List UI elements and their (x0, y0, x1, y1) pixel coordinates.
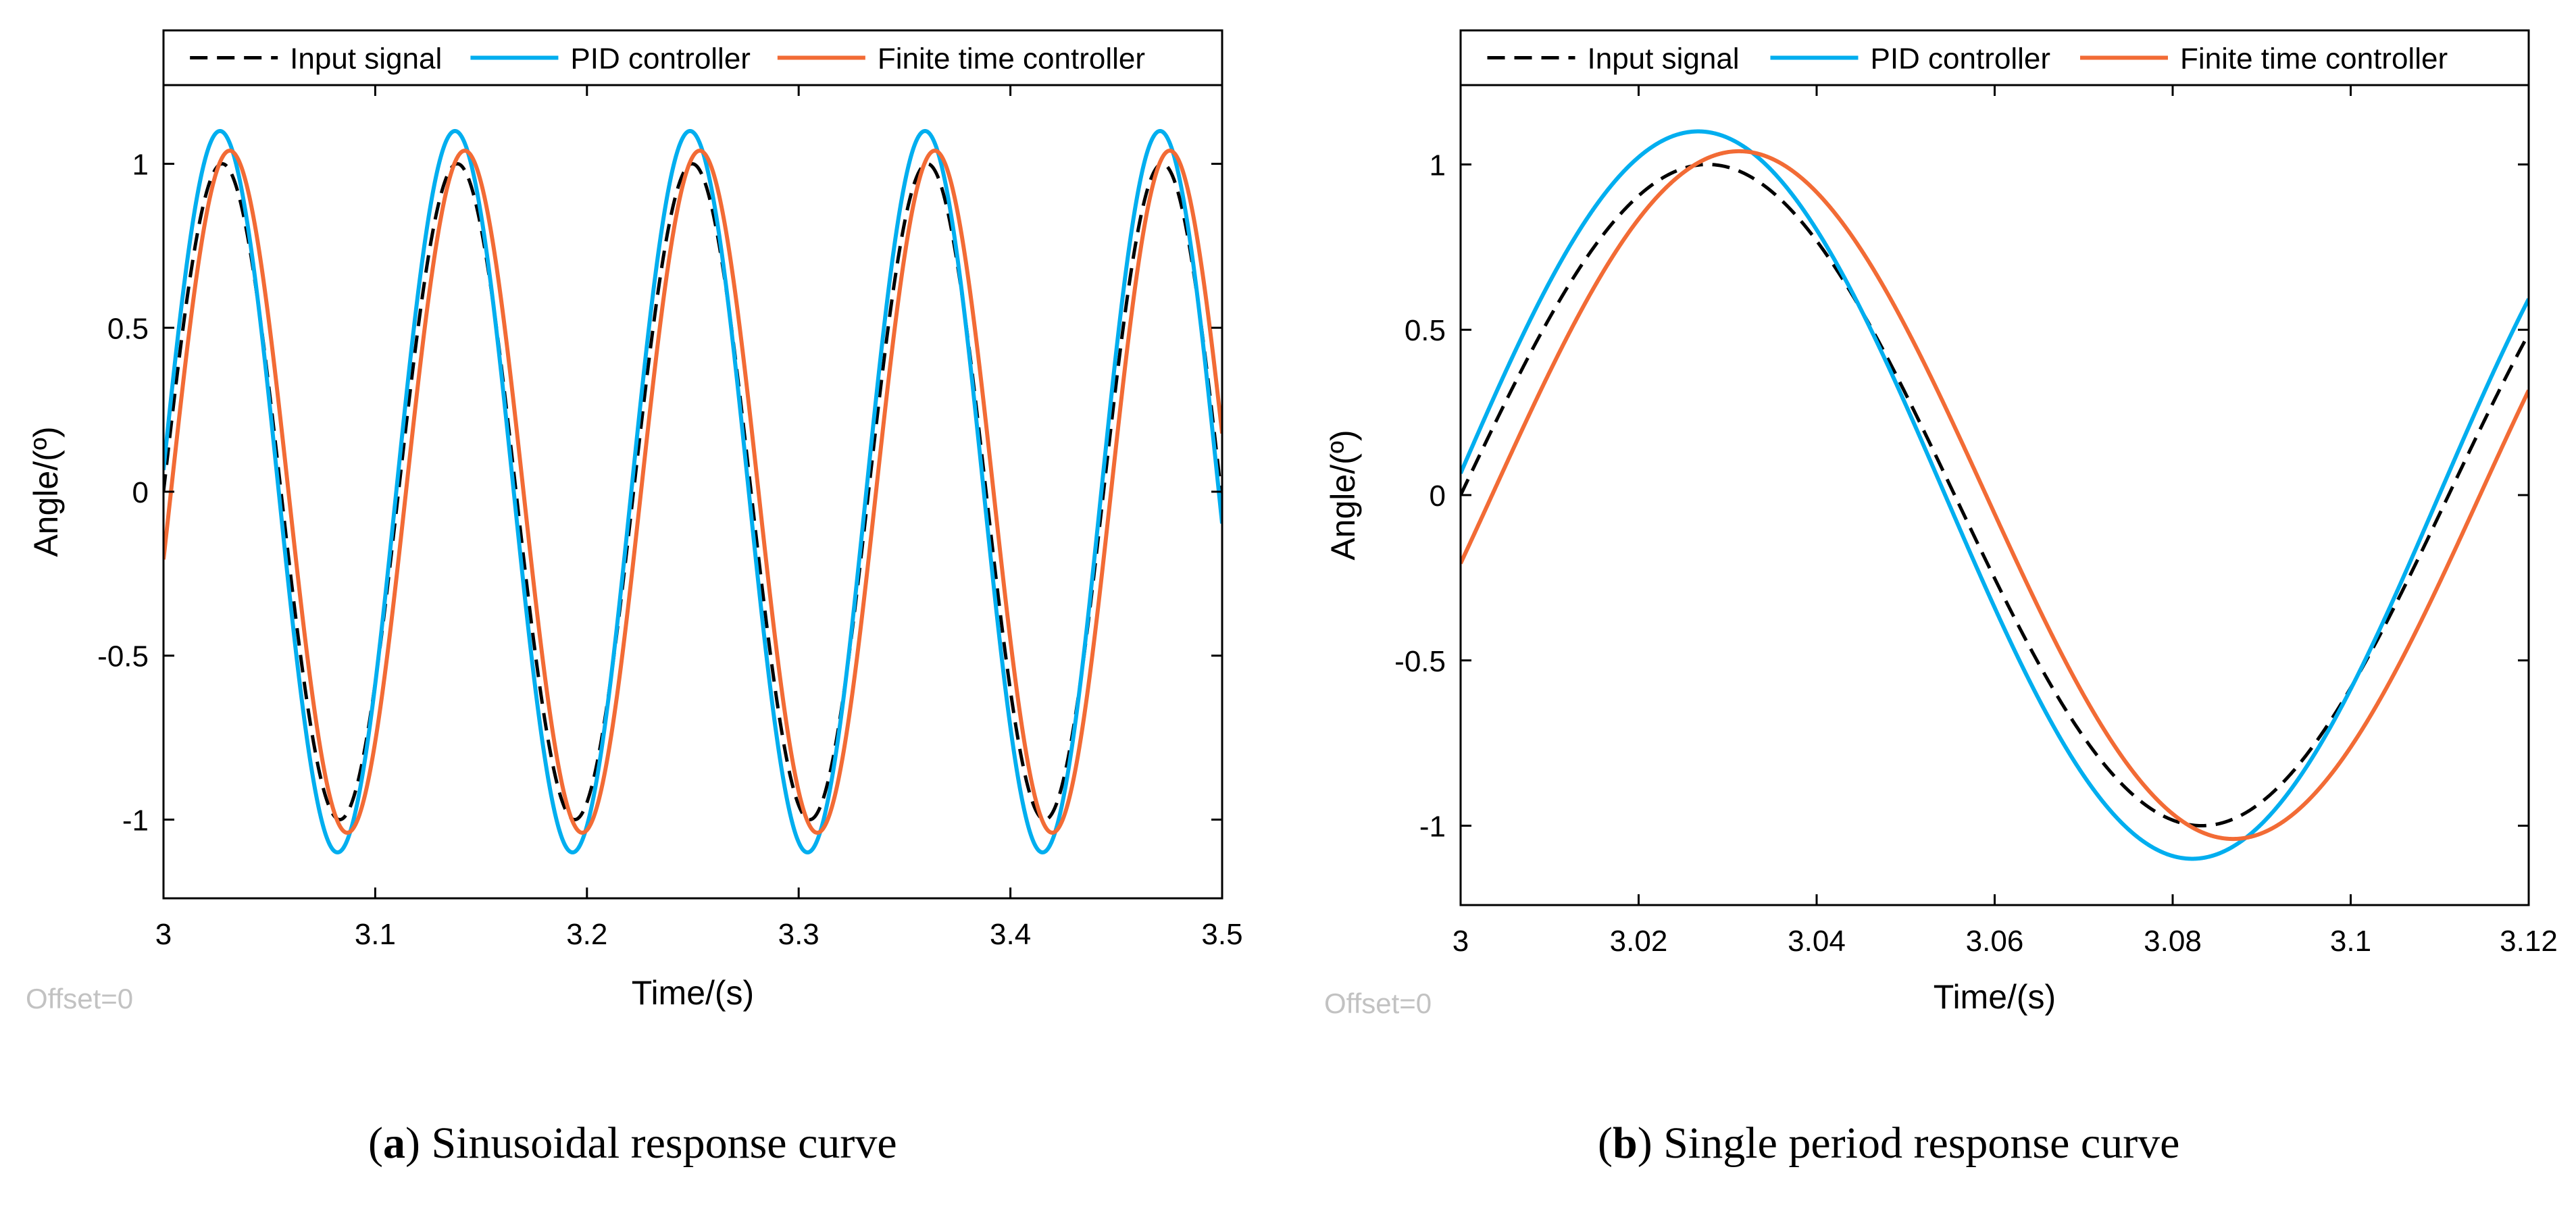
legend-label-a-0: Input signal (290, 43, 442, 76)
y-axis-label-b: Angle/(º) (1324, 430, 1362, 560)
xtick-label-a-0: 3 (155, 918, 172, 951)
caption-b-text: Single period response curve (1663, 1118, 2180, 1168)
chart-a: Input signal PID controller Finite time co… (26, 29, 1243, 1014)
chart-b: Input signal PID controller Finite time co… (1324, 29, 2558, 1019)
xtick-label-b-5: 3.1 (2330, 925, 2371, 958)
series-b-pid (1461, 129, 2529, 861)
ytick-label-a-3: -0.5 (97, 640, 149, 673)
series-a-finite (163, 149, 1222, 835)
x-axis-label-b: Time/(s) (1934, 978, 2056, 1016)
xtick-label-a-2: 3.2 (566, 918, 607, 951)
plot-frame-b (1459, 84, 2530, 906)
x-axis-label-a: Time/(s) (632, 974, 754, 1012)
legend-label-b-0: Input signal (1588, 43, 1740, 76)
legend-label-a-1: PID controller (570, 43, 751, 76)
xtick-label-b-4: 3.08 (2144, 925, 2202, 958)
caption-b-letter: b (1612, 1118, 1638, 1168)
series-a-input (163, 162, 1222, 821)
legend-box-a (162, 29, 1223, 86)
xtick-label-b-0: 3 (1453, 925, 1469, 958)
legend-box-b (1459, 29, 2530, 86)
series-b-finite (1461, 149, 2529, 842)
caption-a-letter: a (382, 1118, 405, 1168)
xtick-label-b-1: 3.02 (1610, 925, 1668, 958)
xtick-label-b-6: 3.12 (2500, 925, 2558, 958)
series-a-pid (163, 128, 1222, 855)
ytick-label-b-3: -0.5 (1394, 645, 1446, 678)
xtick-label-a-4: 3.4 (990, 918, 1031, 951)
ytick-label-b-4: -1 (1419, 811, 1446, 844)
xtick-label-b-2: 3.04 (1788, 925, 1846, 958)
legend-label-b-2: Finite time controller (2180, 43, 2448, 76)
caption-b: (b) Single period response curve (1598, 1118, 2180, 1168)
caption-a: (a) Sinusoidal response curve (368, 1118, 897, 1168)
legend-label-b-1: PID controller (1870, 43, 2050, 76)
ytick-label-a-2: 0 (132, 476, 149, 509)
series-b-input (1461, 162, 2529, 828)
xtick-label-a-3: 3.3 (778, 918, 819, 951)
xtick-label-a-1: 3.1 (355, 918, 396, 951)
legend-label-a-2: Finite time controller (878, 43, 1145, 76)
ytick-label-a-0: 1 (132, 149, 149, 182)
xtick-label-b-3: 3.06 (1966, 925, 2024, 958)
plot-frame-a (162, 84, 1223, 900)
ytick-label-b-2: 0 (1430, 480, 1446, 513)
ytick-label-b-0: 1 (1430, 149, 1446, 182)
ytick-label-a-1: 0.5 (107, 312, 149, 345)
y-axis-label-a: Angle/(º) (27, 426, 65, 557)
ytick-label-a-4: -1 (122, 804, 149, 837)
offset-label-a: Offset=0 (26, 983, 133, 1014)
ytick-label-b-1: 0.5 (1405, 314, 1446, 347)
offset-label-b: Offset=0 (1324, 987, 1432, 1019)
caption-a-text: Sinusoidal response curve (431, 1118, 897, 1168)
xtick-label-a-5: 3.5 (1201, 918, 1242, 951)
